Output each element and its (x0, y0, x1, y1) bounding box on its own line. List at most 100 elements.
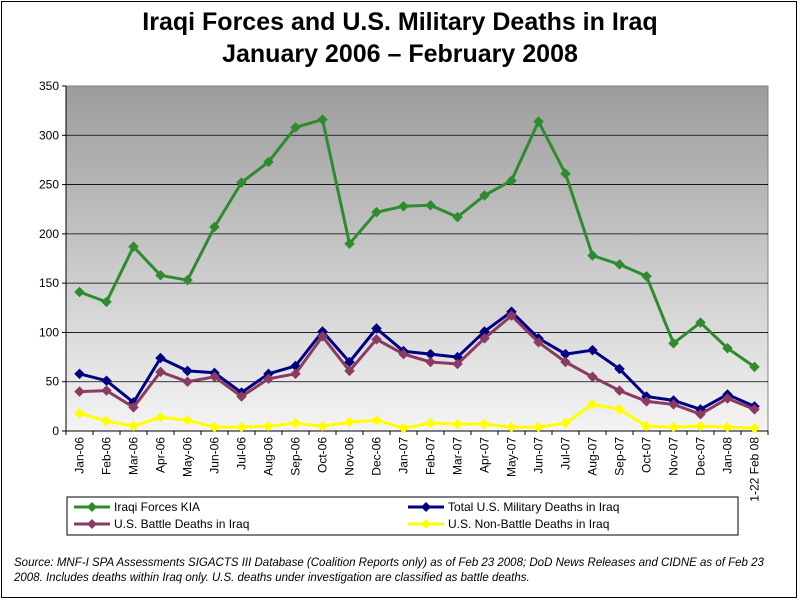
chart-title-line1: Iraqi Forces and U.S. Military Deaths in… (142, 8, 658, 36)
data-point (452, 358, 463, 370)
data-point (74, 286, 85, 298)
data-point (668, 337, 679, 349)
y-tick-label: 0 (52, 424, 59, 438)
legend-swatch-marker (421, 502, 431, 512)
data-point (695, 317, 706, 328)
plot-area (65, 85, 769, 432)
data-point (425, 199, 436, 211)
x-tick-label: May-07 (505, 437, 519, 477)
data-point (398, 200, 409, 212)
x-tick-label: Sep-06 (289, 437, 303, 476)
data-point (587, 250, 598, 261)
data-point (641, 420, 652, 432)
data-point (209, 221, 220, 233)
x-tick-label: Nov-07 (667, 437, 681, 476)
y-tick-label: 350 (39, 79, 59, 93)
data-point (641, 396, 652, 407)
legend-box (66, 496, 739, 536)
data-point (317, 420, 328, 432)
data-point (749, 361, 760, 373)
x-tick-label: Nov-06 (343, 437, 357, 476)
data-point (101, 296, 112, 308)
data-point (479, 190, 490, 201)
x-tick-label: Aug-06 (262, 437, 276, 476)
data-point (614, 403, 625, 415)
y-tick-label: 200 (39, 227, 59, 241)
legend-label: U.S. Non-Battle Deaths in Iraq (448, 517, 609, 531)
x-tick-label: Dec-07 (694, 437, 708, 476)
y-tick-label: 50 (46, 375, 60, 389)
data-point (317, 331, 328, 342)
x-tick-label: Apr-07 (478, 437, 492, 473)
x-tick-label: Jan-06 (73, 437, 87, 474)
x-tick-label: Dec-06 (370, 437, 384, 476)
data-point (209, 371, 220, 383)
data-point (371, 333, 382, 345)
x-tick-label: Jul-07 (559, 437, 573, 470)
chart-title-line2: January 2006 – February 2008 (222, 40, 578, 68)
x-tick-label: Oct-07 (640, 437, 654, 473)
x-tick-label: 1-22 Feb 08 (748, 437, 762, 502)
data-point (74, 368, 85, 380)
data-point (722, 421, 733, 433)
data-point (479, 332, 490, 344)
data-point (641, 270, 652, 282)
data-point (533, 421, 544, 433)
data-point (479, 418, 490, 430)
x-tick-label: Jan-08 (721, 437, 735, 474)
data-point (587, 371, 598, 383)
x-tick-label: Apr-06 (154, 437, 168, 473)
x-tick-label: Jul-06 (235, 437, 249, 470)
data-point (749, 422, 760, 434)
data-point (236, 177, 247, 188)
data-point (560, 417, 571, 429)
legend-swatch-marker (421, 519, 431, 529)
data-point (560, 168, 571, 180)
data-point (74, 407, 85, 419)
data-point (263, 420, 274, 432)
x-tick-label: May-06 (181, 437, 195, 477)
data-point (128, 241, 139, 253)
x-tick-label: Jan-07 (397, 437, 411, 474)
data-point (452, 211, 463, 223)
data-point (182, 376, 193, 388)
y-tick-label: 150 (39, 276, 59, 290)
data-point (128, 420, 139, 432)
x-tick-label: Oct-06 (316, 437, 330, 473)
data-point (236, 421, 247, 433)
data-point (695, 408, 706, 420)
data-point (155, 366, 166, 378)
data-point (290, 122, 301, 133)
data-point (290, 368, 301, 380)
data-point (290, 417, 301, 429)
legend-swatch-marker (87, 502, 97, 512)
data-point (344, 238, 355, 250)
data-point (614, 363, 625, 375)
data-point (425, 417, 436, 429)
x-tick-label: Feb-07 (424, 437, 438, 475)
x-tick-label: Sep-07 (613, 437, 627, 476)
data-point (695, 420, 706, 432)
source-note: Source: MNF-I SPA Assessments SIGACTS II… (14, 557, 764, 584)
data-point (182, 274, 193, 286)
data-point (722, 342, 733, 354)
x-tick-label: Jun-07 (532, 437, 546, 474)
data-point (452, 418, 463, 430)
data-point (155, 411, 166, 423)
x-tick-label: Mar-06 (127, 437, 141, 475)
line-chart: 0 50 100 150 200 250 300 350 Jan-06 Feb-06 Mar-06… (39, 79, 769, 536)
data-point (182, 365, 193, 377)
data-point (533, 336, 544, 348)
data-point (344, 416, 355, 428)
data-point (317, 114, 328, 125)
data-point (101, 385, 112, 396)
data-point (398, 422, 409, 434)
data-point (344, 365, 355, 377)
x-tick-label: Aug-07 (586, 437, 600, 476)
x-tick-label: Jun-06 (208, 437, 222, 474)
data-point (263, 156, 274, 168)
data-point (614, 259, 625, 270)
legend-swatch-marker (87, 519, 97, 529)
data-point (506, 175, 517, 186)
data-point (74, 386, 85, 397)
